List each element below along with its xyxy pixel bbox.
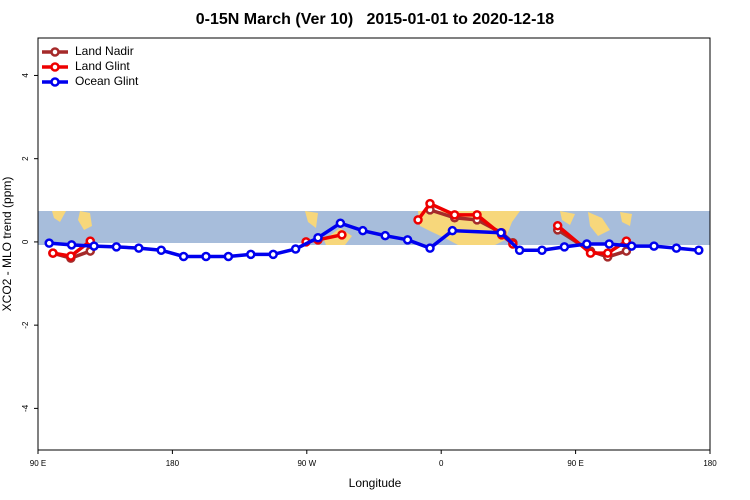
y-tick-label: -4	[21, 404, 30, 412]
x-tick-label: 180	[703, 459, 717, 468]
legend-label: Land Glint	[75, 59, 130, 73]
data-point	[402, 235, 413, 245]
y-tick-label: -2	[21, 321, 30, 329]
data-point	[134, 243, 144, 253]
data-point	[472, 210, 482, 220]
data-point	[201, 251, 211, 262]
data-point	[268, 249, 278, 260]
data-point	[223, 251, 234, 262]
data-point	[66, 251, 76, 261]
data-point	[602, 248, 613, 258]
data-point	[335, 218, 346, 228]
data-point	[559, 242, 570, 252]
legend-marker	[50, 47, 60, 57]
chart-title: 0-15N March (Ver 10) 2015-01-01 to 2020-…	[196, 11, 555, 28]
data-point	[413, 215, 423, 225]
data-point	[449, 210, 460, 220]
data-point	[380, 230, 390, 241]
data-point	[425, 198, 435, 209]
data-point	[447, 225, 458, 236]
data-point	[621, 246, 632, 256]
y-tick-label: 4	[21, 73, 30, 78]
data-point	[313, 233, 323, 243]
data-point	[178, 251, 189, 262]
x-tick-label: 90 W	[297, 459, 316, 468]
x-tick-label: 90 E	[30, 459, 46, 468]
data-point	[671, 243, 682, 253]
data-point	[156, 245, 166, 255]
data-point	[425, 243, 435, 253]
y-axis-label: XCO2 - MLO trend (ppm)	[0, 177, 14, 312]
plot-frame	[37, 37, 711, 451]
data-point	[111, 242, 122, 252]
data-point	[604, 239, 614, 249]
x-tick-label: 180	[166, 459, 180, 468]
x-tick-label: 90 E	[567, 459, 583, 468]
data-point	[582, 239, 592, 249]
data-point	[358, 225, 368, 236]
data-point	[694, 245, 704, 255]
data-point	[337, 230, 347, 240]
data-point	[585, 248, 596, 258]
data-point	[89, 241, 99, 251]
data-point	[514, 245, 525, 255]
x-axis-label: Longitude	[349, 476, 402, 490]
data-point	[552, 220, 563, 231]
data-point	[290, 244, 301, 254]
y-tick-label: 0	[21, 239, 30, 244]
data-point	[66, 240, 77, 250]
legend-marker	[50, 77, 60, 87]
data-point	[44, 238, 54, 248]
x-tick-label: 0	[439, 459, 444, 468]
data-point	[496, 228, 506, 238]
legend-marker	[50, 62, 60, 72]
data-point	[649, 241, 659, 251]
data-point	[48, 248, 58, 258]
data-point	[626, 241, 637, 251]
legend-label: Ocean Glint	[75, 74, 139, 88]
data-point	[537, 245, 547, 255]
y-tick-label: 2	[21, 156, 30, 161]
legend-label: Land Nadir	[75, 44, 134, 58]
data-point	[246, 249, 256, 260]
